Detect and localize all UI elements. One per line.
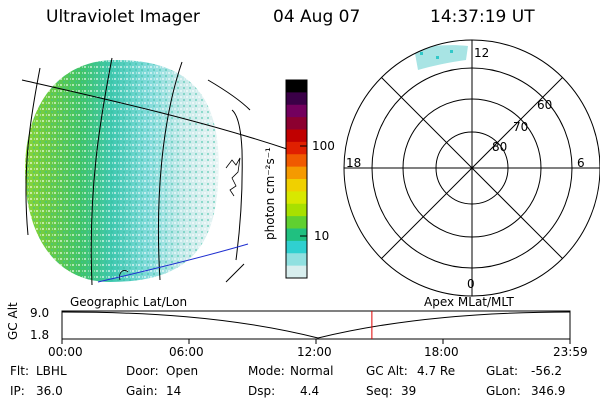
time-tick-0600: 06:00 <box>169 345 204 359</box>
alt-min-label: 1.8 <box>30 328 50 342</box>
time-label: 14:37:19 UT <box>430 7 535 27</box>
instrument-title: Ultraviolet Imager <box>46 7 200 27</box>
ip-label: IP: <box>10 384 25 398</box>
colorbar-swatch <box>286 253 307 267</box>
coastline <box>225 157 241 197</box>
flt-value: LBHL <box>36 364 67 378</box>
geographic-grid <box>21 57 291 286</box>
colorbar-swatch <box>286 104 307 118</box>
door-label: Door: <box>126 364 159 378</box>
altitude-strip <box>61 310 571 344</box>
mlt-label-18: 18 <box>346 156 362 170</box>
gc-alt-axis-label: GC Alt <box>6 302 20 340</box>
seq-value: 39 <box>401 384 417 398</box>
apex-projection-label: Apex MLat/MLT <box>424 295 514 309</box>
colorbar-swatch <box>286 216 307 230</box>
coastline-fragment <box>119 270 129 281</box>
colorbar-swatch <box>286 228 307 242</box>
glat-value: -56.2 <box>531 364 563 378</box>
colorbar <box>285 79 308 279</box>
lat-label-60: 60 <box>537 98 553 112</box>
colorbar-tick-100: 100 <box>312 139 335 153</box>
colorbar-swatch <box>286 191 307 205</box>
glon-value: 346.9 <box>531 384 566 398</box>
time-tick-1800: 18:00 <box>424 345 459 359</box>
geographic-projection-label: Geographic Lat/Lon <box>70 295 188 309</box>
alt-max-label: 9.0 <box>30 306 50 320</box>
colorbar-swatch <box>286 166 307 180</box>
gcalt-label: GC Alt: <box>366 364 408 378</box>
gain-value: 14 <box>166 384 182 398</box>
terminator-line <box>97 243 249 283</box>
seq-label: Seq: <box>366 384 393 398</box>
polar-mlt-plot <box>343 39 600 297</box>
dsp-value: 4.4 <box>300 384 320 398</box>
time-tick-0000: 00:00 <box>48 345 83 359</box>
colorbar-swatch <box>286 129 307 143</box>
colorbar-swatch <box>286 141 307 155</box>
colorbar-tick-10: 10 <box>314 229 330 243</box>
lat-label-80: 80 <box>492 140 508 154</box>
lat-label-70: 70 <box>513 120 529 134</box>
altitude-curve <box>61 311 571 339</box>
colorbar-swatch <box>286 117 307 131</box>
gain-label: Gain: <box>126 384 158 398</box>
date-label: 04 Aug 07 <box>273 7 361 27</box>
colorbar-swatch <box>286 179 307 192</box>
colorbar-swatch <box>286 92 307 106</box>
mode-label: Mode: <box>248 364 285 378</box>
time-tick-2359: 23:59 <box>553 345 588 359</box>
glat-label: GLat: <box>486 364 519 378</box>
flt-label: Flt: <box>10 364 29 378</box>
dsp-label: Dsp: <box>248 384 276 398</box>
door-value: Open <box>166 364 199 378</box>
mlt-label-12: 12 <box>474 46 490 60</box>
mlt-label-6: 6 <box>577 156 585 170</box>
mode-value: Normal <box>290 364 334 378</box>
colorbar-swatch <box>286 240 307 254</box>
colorbar-swatch <box>286 154 307 168</box>
colorbar-swatch <box>286 265 307 279</box>
mlt-label-0: 0 <box>467 277 475 291</box>
glon-label: GLon: <box>486 384 521 398</box>
gcalt-value: 4.7 Re <box>417 364 456 378</box>
colorbar-swatch <box>286 203 307 217</box>
time-tick-1200: 12:00 <box>297 345 332 359</box>
uv-image-disk <box>25 59 219 283</box>
colorbar-unit-label: photon cm⁻²s⁻¹ <box>263 147 277 240</box>
colorbar-swatch <box>286 80 307 93</box>
ip-value: 36.0 <box>36 384 63 398</box>
